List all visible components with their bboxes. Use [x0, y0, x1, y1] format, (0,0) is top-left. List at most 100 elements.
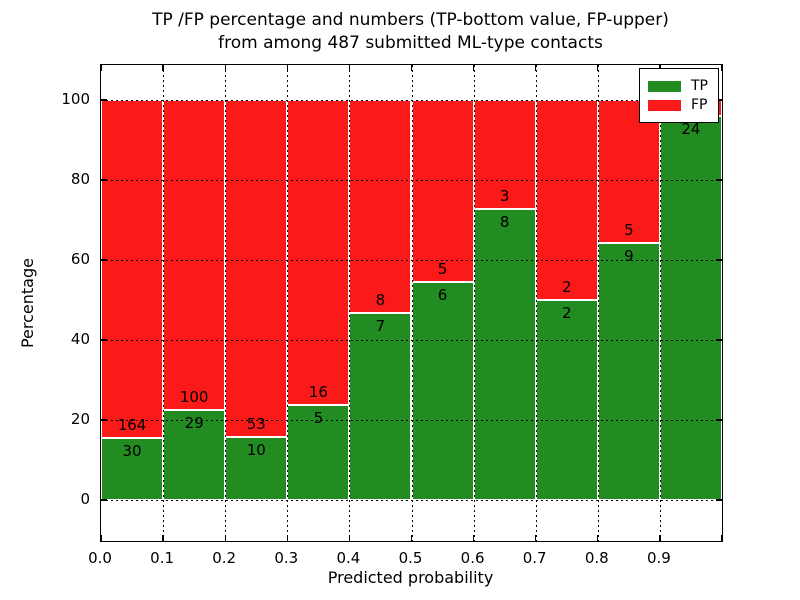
vertical-gridline [659, 65, 661, 541]
x-tick-mark [162, 65, 164, 71]
x-tick-mark [721, 65, 723, 71]
tp-bar-segment [535, 300, 598, 500]
tp-count-label: 9 [624, 246, 634, 265]
y-tick-mark [101, 99, 107, 101]
legend-entry: TP [648, 78, 708, 94]
y-tick-mark [101, 179, 107, 181]
fp-bar-segment [163, 100, 226, 411]
tp-count-label: 29 [184, 414, 204, 433]
x-tick-mark [224, 65, 226, 71]
y-tick-mark [716, 499, 722, 501]
vertical-gridline [349, 65, 351, 541]
y-tick-label: 20 [70, 410, 90, 428]
chart-title-line1: TP /FP percentage and numbers (TP-bottom… [152, 10, 669, 30]
x-tick-mark [472, 535, 475, 541]
legend-label: TP [691, 78, 708, 94]
x-tick-label: 0.1 [150, 549, 175, 567]
fp-count-label: 8 [375, 291, 386, 310]
fp-count-label: 2 [561, 278, 572, 296]
x-tick-mark [224, 535, 226, 541]
y-tick-mark [101, 339, 107, 341]
y-tick-mark [716, 179, 722, 181]
fp-count-label: 164 [117, 416, 147, 435]
tp-bar-segment [349, 313, 412, 500]
fp-bar-segment [473, 100, 536, 210]
y-tick-mark [716, 419, 722, 421]
fp-count-label: 16 [308, 382, 328, 401]
x-tick-label: 0.4 [336, 549, 361, 567]
y-tick-mark [101, 259, 107, 261]
chart-title-line2: from among 487 submitted ML-type contact… [218, 33, 603, 53]
fp-count-label: 100 [179, 388, 209, 407]
tp-count-label: 6 [437, 285, 448, 304]
horizontal-gridline [101, 180, 722, 181]
y-tick-mark [716, 259, 722, 261]
horizontal-gridline [101, 420, 722, 421]
fp-count-label: 3 [499, 187, 510, 206]
fp-bar-segment [287, 100, 350, 405]
x-tick-mark [100, 535, 102, 541]
vertical-gridline [597, 65, 599, 541]
x-tick-label: 0.5 [398, 549, 423, 567]
x-axis-label: Predicted probability [327, 568, 494, 587]
fp-bar-segment [349, 100, 412, 314]
horizontal-gridline [101, 100, 722, 101]
vertical-gridline [411, 65, 413, 541]
tp-bar-segment [597, 242, 660, 500]
fp-count-label: 53 [246, 414, 266, 433]
horizontal-gridline [101, 340, 722, 341]
tp-bar-segment [101, 438, 164, 500]
vertical-gridline [535, 65, 537, 541]
x-tick-mark [659, 535, 661, 541]
y-tick-mark [101, 499, 107, 501]
y-tick-mark [716, 99, 722, 101]
x-tick-mark [410, 65, 413, 71]
legend-label: FP [691, 97, 708, 113]
tp-bar-segment [659, 116, 722, 500]
y-axis-label: Percentage [18, 258, 37, 349]
vertical-gridline [225, 65, 227, 541]
fp-bar-segment [535, 100, 598, 300]
x-tick-mark [535, 535, 537, 541]
horizontal-gridline [101, 500, 722, 501]
legend: TP FP [639, 68, 719, 123]
horizontal-gridline [101, 260, 722, 261]
y-tick-label: 0 [80, 490, 90, 508]
x-tick-label: 0.3 [274, 549, 299, 567]
tp-bar-segment [473, 209, 536, 500]
tp-count-label: 7 [375, 317, 386, 336]
x-tick-label: 0.7 [522, 549, 547, 567]
x-tick-mark [286, 65, 288, 71]
fp-count-label: 5 [437, 259, 448, 278]
tp-count-label: 30 [122, 442, 142, 461]
tp-count-label: 8 [499, 213, 510, 232]
y-tick-label: 100 [61, 90, 90, 108]
fp-bar-segment [225, 100, 288, 437]
x-tick-mark [472, 65, 475, 71]
tp-count-label: 10 [246, 440, 266, 459]
chart-title: TP /FP percentage and numbers (TP-bottom… [100, 9, 721, 55]
x-tick-mark [162, 535, 164, 541]
tp-count-label: 5 [313, 408, 324, 427]
x-tick-label: 0.2 [212, 549, 237, 567]
legend-entry: FP [648, 97, 708, 113]
legend-swatch-tp [648, 80, 681, 92]
x-tick-mark [535, 65, 537, 71]
x-tick-mark [100, 65, 102, 71]
x-tick-mark [721, 535, 723, 541]
x-tick-mark [597, 65, 599, 71]
vertical-gridline [287, 65, 289, 541]
x-tick-label: 0.6 [460, 549, 485, 567]
y-tick-label: 60 [70, 250, 90, 268]
fp-count-label: 5 [624, 220, 634, 239]
tp-count-label: 24 [681, 120, 701, 138]
y-tick-label: 40 [70, 330, 90, 348]
x-tick-label: 0.0 [88, 549, 112, 567]
y-tick-mark [716, 339, 722, 341]
x-tick-mark [410, 535, 413, 541]
x-tick-mark [597, 535, 599, 541]
fp-bar-segment [411, 100, 474, 282]
vertical-gridline [473, 65, 475, 541]
